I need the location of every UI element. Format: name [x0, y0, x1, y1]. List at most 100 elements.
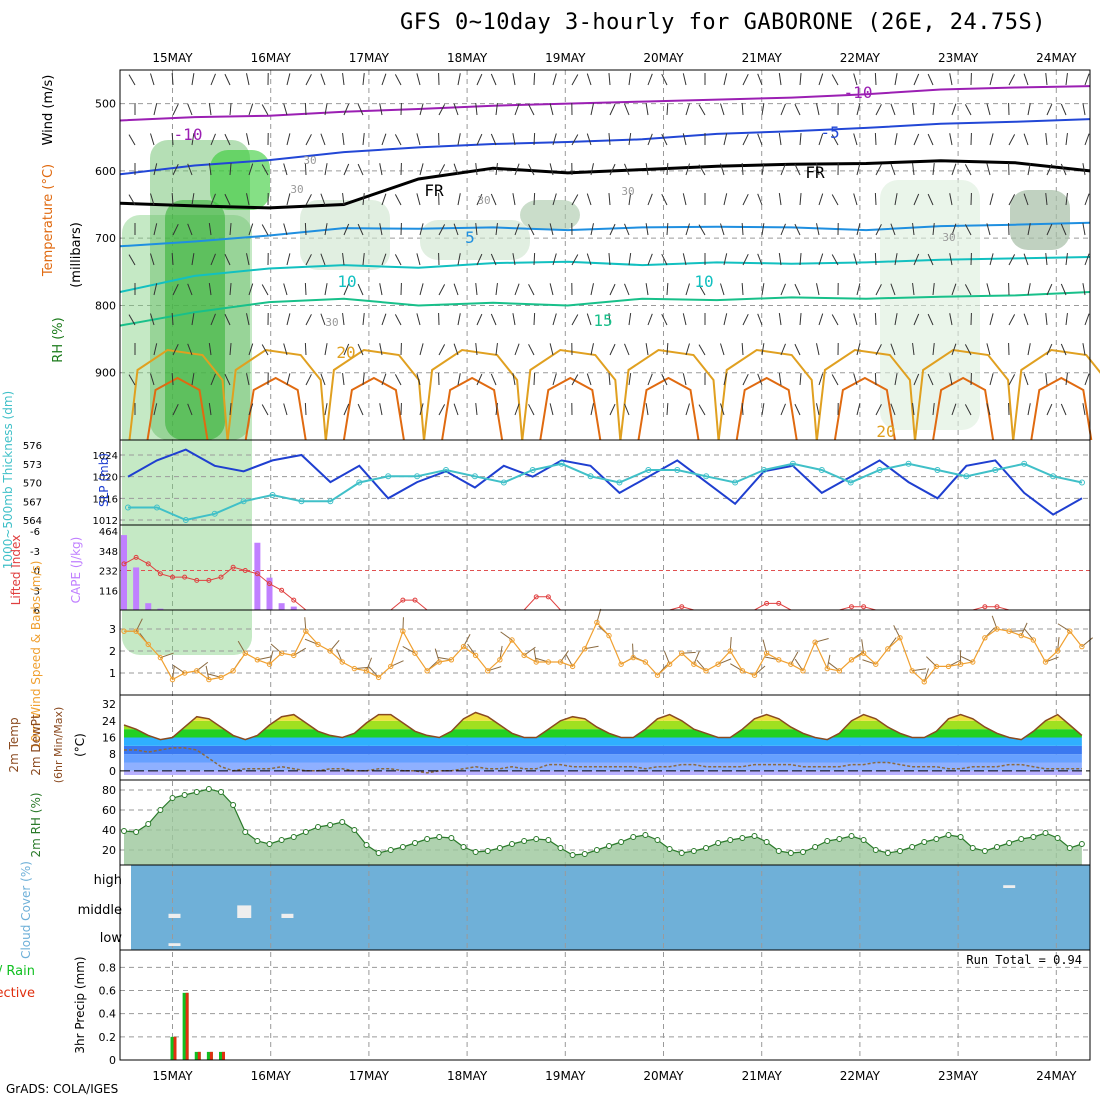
wind-barb [1023, 253, 1029, 266]
wind-barb [645, 283, 649, 296]
wind-barb [246, 313, 250, 326]
wind-barb [394, 254, 402, 266]
wind-barb [609, 403, 616, 416]
wind-barb [1082, 403, 1086, 416]
rh-marker [399, 844, 406, 850]
wind-barb [153, 403, 158, 416]
wind-barb [495, 103, 498, 116]
wind-barb [476, 373, 483, 386]
rh-marker [254, 838, 261, 844]
wind-barb [210, 253, 216, 266]
wind-barb [362, 133, 365, 146]
wind-barb [608, 133, 611, 146]
wind-barb [720, 283, 725, 296]
wind-speed-marker [145, 641, 151, 648]
thickness-marker [240, 498, 247, 505]
wind-barb [698, 344, 706, 356]
wind-barb [964, 344, 972, 356]
wind-barb [856, 343, 861, 356]
wind-barb [590, 163, 594, 176]
wind-barb [624, 283, 630, 296]
cloud-level-label: middle [78, 903, 122, 918]
rh-marker [121, 828, 127, 834]
wind-barb [224, 133, 231, 146]
wind-barb [778, 373, 782, 386]
rh-contour-label: 30 [290, 183, 303, 196]
wind-barb [645, 403, 649, 416]
wind-barb [416, 253, 421, 266]
rh-marker [884, 850, 891, 856]
rh-marker [424, 836, 431, 842]
wind-speed-marker [921, 679, 927, 685]
thickness-marker [616, 479, 623, 486]
date-label-top: 16MAY [251, 51, 292, 65]
ylabel-precip: 3hr Precip (mm) [73, 956, 87, 1053]
wind-barb [647, 193, 653, 206]
isotherm-20-lobe [128, 348, 229, 441]
wind-speed-marker [970, 659, 976, 665]
wind-barb [283, 403, 288, 416]
precip-convective-bar [197, 1051, 201, 1060]
wind-barb [586, 313, 592, 326]
wind-barb [661, 133, 668, 146]
wind-barb [343, 163, 350, 176]
rh-marker [1030, 834, 1037, 840]
wind-barb [261, 404, 269, 416]
wind-barb [342, 373, 345, 386]
wind-barb [720, 163, 725, 176]
wind-barb [419, 283, 424, 296]
wind-barb [457, 73, 461, 86]
wind-barb [248, 103, 254, 116]
wind-barb [342, 133, 345, 146]
wind-barb [246, 193, 250, 206]
rh-shading [420, 220, 530, 260]
wind-speed-marker [812, 639, 818, 645]
wind-barb [324, 403, 328, 416]
wind-barb [1027, 163, 1031, 176]
wind-barb [210, 193, 216, 206]
rh-shading [165, 200, 225, 440]
wind-barb [608, 313, 611, 326]
wind-barb [609, 283, 616, 296]
wind-barb [379, 343, 383, 356]
wind-barb [261, 224, 269, 236]
wind-barb [438, 104, 446, 116]
wind-barb [628, 313, 632, 326]
wind-barb [1023, 133, 1029, 146]
wind-barb [794, 163, 801, 176]
rh-marker [436, 834, 443, 840]
isotherm-20-lobe [717, 348, 818, 441]
wind-barb [476, 253, 483, 266]
lifted-index-marker [254, 571, 260, 577]
precip-convective-bar [185, 992, 189, 1060]
wind-barb [224, 73, 231, 86]
wind-speed-marker [485, 668, 491, 674]
wind-barb [153, 163, 158, 176]
rh-marker [775, 848, 782, 854]
rh-contour-label: 30 [942, 231, 955, 244]
wind-barb [514, 343, 520, 356]
wind-barb [475, 343, 478, 356]
wind-barb [490, 193, 497, 206]
wind-barb [794, 223, 801, 236]
wind-barb [453, 283, 459, 296]
temp-band [124, 745, 1082, 755]
wind-barb [320, 193, 326, 206]
rh-marker [606, 843, 612, 849]
isotherm-line [119, 221, 1091, 248]
wind-barb [1027, 343, 1031, 356]
rh-marker [1078, 841, 1085, 847]
thickness-tick-label: 570 [23, 479, 42, 490]
wind-barb [927, 133, 934, 146]
wind-barb [932, 223, 935, 236]
rh-marker [375, 850, 382, 856]
rh-marker [666, 846, 673, 852]
isotherm-20-lobe [1012, 348, 1100, 441]
wind-barb [342, 313, 345, 326]
precip-tick-label: 0.6 [99, 985, 117, 998]
wind-barb [741, 222, 744, 236]
wind-speed-marker [727, 648, 733, 654]
wind-barb [645, 223, 649, 236]
wind-barb [799, 193, 802, 206]
lifted-index-marker [121, 561, 127, 567]
